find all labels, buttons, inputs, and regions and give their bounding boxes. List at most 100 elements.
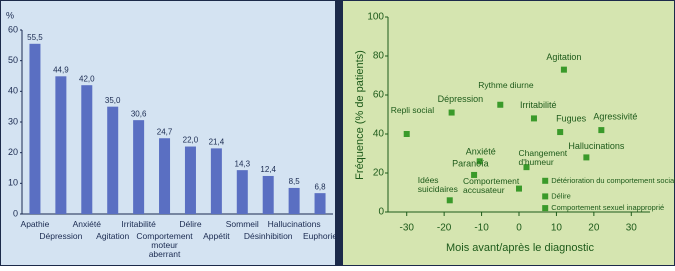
x-label-box: Euphorie — [303, 232, 338, 241]
x-label-box: Anxiété — [72, 220, 101, 229]
x-tick-label: -20 — [437, 223, 452, 234]
y-tick-label: 60 — [8, 24, 18, 34]
point-label: Délire — [551, 191, 571, 200]
point — [530, 115, 537, 122]
value-label: 12,4 — [260, 165, 276, 174]
point — [523, 164, 530, 171]
x-tick-label: -30 — [399, 223, 414, 234]
point — [516, 185, 522, 192]
bar — [159, 138, 171, 214]
x-tick-label: 30 — [626, 223, 638, 234]
point-label-box: Rythme diurne — [478, 80, 534, 90]
point-label: Rythme diurne — [478, 80, 534, 90]
point-label: Paranoïa — [452, 158, 489, 168]
y-tick-label: 40 — [373, 129, 385, 140]
x-label-box: Apathie — [21, 220, 50, 229]
bar — [133, 120, 145, 214]
x-tick-label: Désinhibition — [243, 232, 293, 241]
point-label: Irritabilité — [520, 100, 557, 110]
point-label: Hallucinations — [568, 141, 625, 151]
value-label: 6,8 — [314, 182, 326, 191]
value-label: 8,5 — [289, 177, 301, 186]
x-tick-label: Appétit — [203, 232, 230, 241]
x-tick-label: 10 — [551, 223, 563, 234]
value-label: 14,3 — [235, 159, 251, 168]
bar — [314, 193, 326, 214]
x-tick-label: Anxiété — [72, 220, 101, 229]
y-axis-label: Fréquence (% de patients) — [354, 50, 366, 180]
point — [448, 109, 455, 116]
point — [542, 193, 549, 200]
point-label-box: Repli social — [390, 106, 435, 115]
point-label: Comportement sexuel inapproprié — [551, 203, 664, 212]
y-tick-label: 60 — [373, 90, 385, 101]
x-tick-label: Sommeil — [225, 220, 259, 229]
point — [471, 171, 478, 178]
x-tick-label: Irritabilité — [121, 220, 156, 229]
value-label: 21,4 — [209, 137, 225, 146]
x-tick-label: Euphorie — [303, 232, 338, 241]
y-tick-label: 20 — [373, 168, 385, 179]
x-label-box: Agitation — [96, 232, 130, 241]
point — [403, 131, 410, 137]
x-label-box: Comportement moteur aberrant — [136, 232, 193, 259]
value-label: 44,9 — [53, 65, 69, 74]
x-label-box: Appétit — [203, 232, 230, 241]
point-label: Agitation — [546, 52, 581, 62]
point-label: Dépression — [438, 94, 484, 104]
point-label-box: Changement d'humeur — [518, 149, 568, 168]
x-tick-label: Agitation — [96, 232, 130, 241]
point — [446, 197, 453, 204]
y-tick-label: 50 — [8, 55, 18, 65]
y-tick-label: 10 — [8, 178, 18, 188]
point-label-box: Idées suicidaires — [417, 176, 458, 195]
bar — [81, 85, 93, 214]
x-label-box: Irritabilité — [121, 220, 156, 229]
bar — [288, 187, 300, 214]
y-tick-label: 0 — [13, 208, 18, 218]
x-label-box: Dépression — [39, 232, 83, 241]
y-axis-label: % — [6, 10, 14, 20]
x-tick-label: 0 — [516, 223, 522, 234]
point-label: Changement d'humeur — [518, 149, 568, 168]
x-tick-label: 20 — [588, 223, 600, 234]
x-label-box: Hallucinations — [267, 220, 321, 229]
point — [476, 158, 483, 165]
value-label: 30,6 — [131, 109, 147, 118]
point-label: Repli social — [390, 106, 435, 115]
point — [497, 101, 504, 108]
x-axis-label: Mois avant/après le diagnostic — [446, 242, 594, 254]
value-label: 24,7 — [157, 127, 173, 136]
bar — [29, 43, 41, 214]
bar — [184, 146, 196, 214]
value-label: 42,0 — [79, 74, 95, 83]
x-label-box: Délire — [179, 220, 201, 229]
y-tick-label: 40 — [8, 86, 18, 96]
point-label: Fugues — [556, 113, 587, 123]
y-tick-label: 100 — [367, 12, 384, 23]
point — [542, 177, 549, 184]
value-label: 22,0 — [183, 136, 199, 145]
point — [557, 129, 564, 136]
x-label-box: Sommeil — [225, 220, 259, 229]
y-tick-label: 30 — [8, 116, 18, 126]
bar — [107, 106, 119, 214]
point-label: Idées suicidaires — [417, 176, 458, 195]
point — [542, 205, 549, 212]
point-label: Agressivité — [593, 111, 637, 121]
x-tick-label: Hallucinations — [267, 220, 321, 229]
point-label: Détérioration du comportement social — [551, 176, 675, 185]
x-tick-label: -10 — [474, 223, 489, 234]
point-label: Comportement accusateur — [463, 176, 520, 195]
right-panel — [343, 1, 674, 265]
x-label-box: Désinhibition — [243, 232, 293, 241]
point — [598, 127, 605, 134]
value-label: 35,0 — [105, 96, 121, 105]
value-label: 55,5 — [27, 33, 43, 42]
y-tick-label: 80 — [373, 51, 385, 62]
bar — [210, 148, 222, 214]
bar — [262, 175, 274, 214]
x-tick-label: Comportement moteur aberrant — [136, 232, 193, 259]
x-tick-label: Dépression — [39, 232, 83, 241]
